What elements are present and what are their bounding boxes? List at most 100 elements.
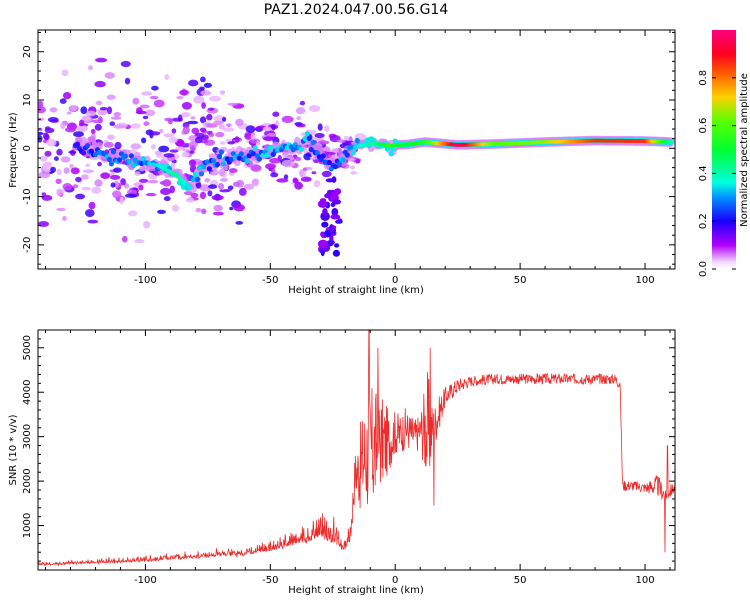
noise-blob bbox=[82, 169, 95, 174]
snr-x-axis: -100 -50 0 50 100 bbox=[44, 330, 671, 586]
noise-blob bbox=[201, 102, 207, 109]
noise-blob bbox=[226, 123, 232, 127]
noise-blob bbox=[218, 124, 226, 130]
noise-blob bbox=[56, 168, 62, 176]
noise-blob bbox=[355, 158, 361, 164]
noise-blob bbox=[208, 107, 215, 111]
noise-blob bbox=[250, 164, 262, 172]
noise-blob bbox=[350, 171, 358, 175]
noise-blob bbox=[113, 167, 122, 173]
y-tick-label: 10 bbox=[22, 94, 33, 107]
ridge-cell bbox=[228, 156, 234, 162]
colorbar-label: Normalized spectral amplitude bbox=[739, 73, 750, 227]
noise-blob bbox=[296, 116, 302, 121]
noise-blob bbox=[168, 136, 178, 144]
noise-blob bbox=[168, 118, 173, 125]
noise-blob bbox=[245, 125, 256, 133]
noise-blob bbox=[232, 181, 240, 187]
noise-blob bbox=[119, 196, 125, 205]
noise-blob bbox=[177, 114, 183, 122]
noise-blob bbox=[75, 176, 82, 183]
y-tick-label: 2000 bbox=[22, 468, 33, 493]
ridge-cell bbox=[244, 158, 250, 164]
noise-blob bbox=[233, 204, 245, 212]
noise-blob bbox=[281, 115, 294, 123]
noise-blob bbox=[350, 165, 356, 170]
ridge-cell bbox=[310, 139, 316, 146]
noise-blob bbox=[265, 163, 276, 170]
noise-blob bbox=[171, 128, 177, 134]
noise-blob bbox=[106, 94, 116, 100]
noise-blob bbox=[38, 131, 44, 136]
noise-blob bbox=[44, 150, 52, 157]
noise-blob bbox=[38, 127, 43, 132]
spectrogram-x-label: Height of straight line (km) bbox=[288, 285, 424, 296]
y-tick-label: 0 bbox=[22, 145, 33, 151]
x-tick-label: -100 bbox=[134, 575, 157, 586]
noise-blob bbox=[269, 157, 282, 164]
snr-frame bbox=[37, 329, 676, 571]
noise-blob bbox=[56, 188, 63, 197]
noise-blob bbox=[110, 116, 122, 120]
y-tick-label: -10 bbox=[22, 188, 33, 204]
ridge-cell bbox=[364, 137, 370, 143]
noise-blob bbox=[123, 183, 130, 189]
noise-blob bbox=[160, 187, 172, 196]
noise-blob bbox=[219, 189, 231, 193]
noise-blob bbox=[170, 162, 176, 168]
noise-blob bbox=[229, 206, 234, 211]
ridge-cell bbox=[92, 151, 99, 158]
noise-blob bbox=[135, 110, 147, 115]
snr-series-line bbox=[38, 330, 675, 567]
noise-blob bbox=[188, 159, 197, 167]
noise-blob bbox=[208, 184, 218, 189]
ridge-cell bbox=[290, 147, 296, 153]
noise-blob bbox=[73, 131, 84, 138]
noise-blob bbox=[90, 128, 96, 134]
noise-blob bbox=[272, 111, 280, 117]
noise-blob bbox=[85, 110, 97, 117]
noise-blob bbox=[55, 178, 62, 184]
ridge-cell bbox=[348, 144, 354, 150]
noise-blob bbox=[222, 116, 227, 122]
noise-blob bbox=[163, 196, 171, 202]
noise-blob bbox=[185, 197, 195, 203]
noise-blob bbox=[139, 104, 150, 109]
noise-blob bbox=[324, 230, 332, 238]
ridge-cell bbox=[236, 155, 242, 161]
ridge-cell bbox=[200, 164, 206, 170]
noise-blob bbox=[47, 117, 59, 123]
ridge-cell bbox=[194, 176, 200, 182]
colorbar: 0.0 0.2 0.4 0.6 0.8 Normalized spectral ampl… bbox=[698, 30, 750, 277]
noise-blob bbox=[322, 208, 328, 216]
ridge-cell bbox=[110, 149, 116, 155]
x-tick-label: 0 bbox=[392, 575, 398, 586]
noise-blob bbox=[50, 166, 56, 173]
noise-blob bbox=[235, 221, 243, 225]
noise-blob bbox=[182, 126, 190, 135]
noise-blob bbox=[60, 156, 71, 163]
noise-blob bbox=[234, 136, 240, 143]
noise-blob bbox=[308, 105, 321, 112]
noise-blob bbox=[154, 150, 163, 156]
noise-blob bbox=[144, 109, 156, 117]
noise-blob bbox=[171, 204, 180, 212]
noise-blob bbox=[56, 207, 66, 212]
noise-blob bbox=[59, 98, 67, 104]
snr-chart: -100 -50 0 50 100 1000 2000 3000 4000 5000 Heigh… bbox=[8, 329, 676, 596]
y-tick-label: 5000 bbox=[22, 335, 33, 360]
noise-blob bbox=[94, 123, 102, 131]
noise-blob bbox=[326, 189, 333, 196]
noise-blob bbox=[134, 239, 145, 244]
ridge-cell bbox=[354, 137, 360, 144]
noise-blob bbox=[124, 193, 137, 198]
noise-blob bbox=[299, 100, 306, 106]
noise-blob bbox=[109, 174, 121, 180]
noise-blob bbox=[250, 133, 256, 140]
colorbar-ticks: 0.0 0.2 0.4 0.6 0.8 bbox=[698, 70, 736, 277]
noise-blob bbox=[130, 143, 142, 150]
noise-blob bbox=[331, 176, 337, 183]
noise-blob bbox=[60, 122, 66, 129]
noise-blob bbox=[106, 106, 113, 115]
noise-blob bbox=[227, 102, 238, 106]
